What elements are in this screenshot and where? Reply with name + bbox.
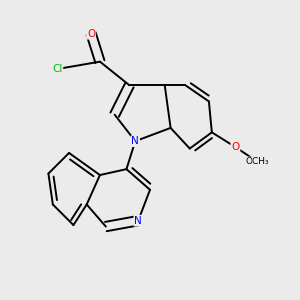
Text: Cl: Cl: [52, 64, 62, 74]
Text: OCH₃: OCH₃: [246, 157, 269, 166]
Text: N: N: [134, 216, 142, 226]
Text: N: N: [131, 136, 139, 146]
Text: O: O: [231, 142, 239, 152]
Text: O: O: [87, 29, 95, 39]
